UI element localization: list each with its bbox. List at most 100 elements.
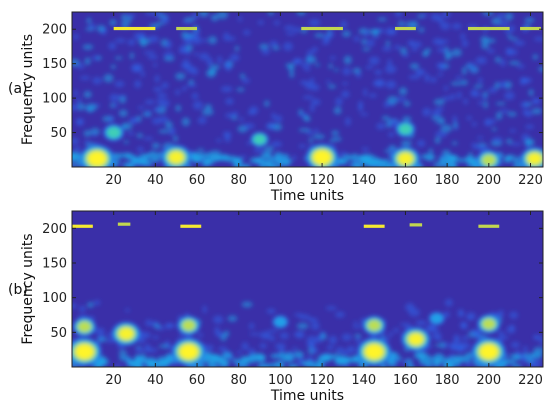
heatmap-cell <box>213 154 221 162</box>
heatmap-cell <box>539 340 543 345</box>
heatmap-hotspot <box>106 127 121 139</box>
heatmap-cell <box>131 63 143 73</box>
heatmap-cell <box>302 95 315 100</box>
heatmap-cell <box>201 108 214 116</box>
heatmap-cell <box>185 44 194 52</box>
heatmap-cell <box>484 119 490 126</box>
heatmap-cell <box>374 69 382 75</box>
heatmap-cell <box>227 315 238 322</box>
heatmap-cell <box>294 313 303 317</box>
heatmap-cell <box>509 37 519 41</box>
heatmap-cell <box>442 96 452 101</box>
heatmap-cell <box>259 342 267 349</box>
heatmap-cell <box>232 111 239 117</box>
heatmap-cell <box>249 106 259 115</box>
heatmap-cell <box>363 88 368 97</box>
heatmap-cell <box>125 308 130 313</box>
heatmap-cell <box>153 323 161 329</box>
heatmap-cell <box>241 77 250 84</box>
x-tick-label: 40 <box>147 173 164 188</box>
heatmap-cell <box>123 140 129 144</box>
heatmap-cell <box>246 141 251 145</box>
heatmap-cell <box>110 64 116 70</box>
heatmap-cell <box>308 19 321 27</box>
heatmap-cell <box>308 137 313 143</box>
heatmap-cell <box>126 16 132 23</box>
heatmap-cell <box>73 90 79 97</box>
heatmap-cell <box>436 107 445 111</box>
heatmap-cell <box>142 153 151 158</box>
heatmap-cell <box>415 69 425 77</box>
heatmap-cell <box>466 116 472 121</box>
heatmap-cell <box>497 81 508 88</box>
heatmap-cell <box>461 321 468 330</box>
heatmap-cell <box>233 163 243 167</box>
heatmap-cell <box>268 335 276 342</box>
harmonic-band <box>113 26 156 31</box>
heatmap-cell <box>305 55 317 64</box>
heatmap-cell <box>116 95 127 99</box>
heatmap-cell <box>292 155 297 161</box>
heatmap-cell <box>531 351 543 359</box>
heatmap-cell <box>431 331 442 341</box>
heatmap-cell <box>236 87 245 92</box>
heatmap-cell <box>443 311 450 318</box>
heatmap-cell <box>293 351 304 358</box>
heatmap-cell <box>279 158 293 164</box>
x-tick-label: 160 <box>393 373 418 388</box>
heatmap-cell <box>221 359 230 367</box>
heatmap-cell <box>531 107 542 115</box>
y-tick-label: 100 <box>42 291 67 306</box>
heatmap-cell <box>482 12 495 16</box>
heatmap-cell <box>497 331 505 337</box>
heatmap-cell <box>368 162 379 167</box>
x-tick-label: 220 <box>518 173 543 188</box>
x-axis-title: Time units <box>270 188 344 204</box>
heatmap-cell <box>456 91 462 100</box>
heatmap-cell <box>460 33 466 40</box>
heatmap-cell <box>443 154 455 162</box>
heatmap-cell <box>483 100 488 109</box>
heatmap-cell <box>491 17 501 26</box>
heatmap-cell <box>418 27 425 33</box>
heatmap-cell <box>463 98 468 105</box>
heatmap-cell <box>153 62 158 67</box>
heatmap-cell <box>160 16 169 24</box>
heatmap-cell <box>342 67 352 76</box>
heatmap-cell <box>407 39 414 46</box>
heatmap-cell <box>214 326 220 336</box>
heatmap-cell <box>524 138 535 147</box>
heatmap-cell <box>96 56 102 60</box>
heatmap-cell <box>85 103 98 112</box>
heatmap-cell <box>145 12 155 16</box>
heatmap-cell <box>218 153 230 162</box>
heatmap-cell <box>237 16 243 22</box>
heatmap-cell <box>188 79 195 85</box>
heatmap-hotspot <box>315 151 329 163</box>
heatmap-cell <box>191 92 199 100</box>
heatmap-cell <box>249 157 262 164</box>
heatmap-cell <box>136 146 144 153</box>
heatmap-cell <box>274 360 285 367</box>
heatmap-cell <box>341 350 349 356</box>
heatmap-cell <box>232 358 244 364</box>
heatmap-cell <box>495 312 501 319</box>
heatmap-cell <box>147 54 159 60</box>
heatmap-cell <box>312 134 325 140</box>
heatmap-cell <box>510 341 520 349</box>
heatmap-cell <box>153 86 163 92</box>
heatmap-cell <box>428 148 433 155</box>
heatmap-hotspot <box>527 153 542 165</box>
heatmap-cell <box>86 17 92 24</box>
heatmap-cell <box>202 305 207 314</box>
heatmap-cell <box>267 163 279 167</box>
heatmap-hotspot <box>367 346 382 358</box>
heatmap-cell <box>308 318 319 322</box>
heatmap-cell <box>343 55 352 65</box>
heatmap-cell <box>196 148 205 152</box>
heatmap-cell <box>513 40 525 46</box>
heatmap-cell <box>388 331 394 337</box>
heatmap-area <box>72 211 543 367</box>
heatmap-cell <box>385 40 391 47</box>
heatmap-cell <box>106 337 115 344</box>
